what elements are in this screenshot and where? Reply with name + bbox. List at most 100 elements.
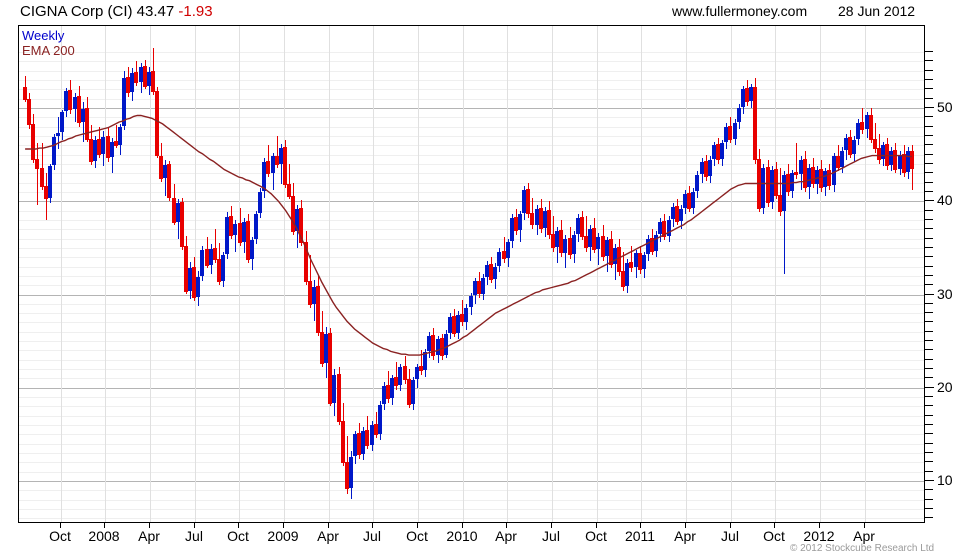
y-axis-tick (925, 415, 933, 416)
candle-body (646, 238, 650, 255)
gridline-vertical (284, 26, 285, 522)
x-axis-tick (104, 523, 105, 528)
candle-body (386, 384, 390, 399)
candle-body (221, 255, 225, 282)
candle-body (97, 138, 101, 155)
x-axis-label: Apr (317, 528, 339, 544)
x-axis-tick (640, 523, 641, 528)
gridline-minor (19, 369, 924, 370)
gridline-minor (19, 350, 924, 351)
gridline-vertical (597, 26, 598, 522)
candle-body (741, 89, 745, 108)
candle-body (431, 334, 435, 357)
candle-body (419, 366, 423, 371)
gridline-minor (19, 500, 924, 501)
gridline-minor (19, 276, 924, 277)
y-axis-tick (925, 349, 933, 350)
candle-body (700, 162, 704, 175)
candle-body (452, 315, 456, 334)
candle-body (316, 286, 320, 333)
gridline-vertical (105, 26, 106, 522)
y-axis-label: 40 (937, 192, 953, 209)
page-title: CIGNA Corp (CI) 43.47 -1.93 (20, 3, 213, 20)
x-axis-tick (551, 523, 552, 528)
candle-wick (462, 300, 463, 327)
candle-body (576, 218, 580, 234)
candle-body (778, 194, 782, 213)
y-axis-tick (925, 284, 933, 285)
candle-body (60, 111, 64, 133)
gridline-vertical (552, 26, 553, 522)
candle-wick (421, 350, 422, 375)
candle-body (68, 90, 72, 110)
gridline-minor (19, 155, 924, 156)
candle-body (489, 263, 493, 280)
candle-body (275, 155, 279, 165)
candle-body (266, 161, 270, 175)
gridline-minor (19, 248, 924, 249)
y-axis-tick (925, 107, 934, 108)
candle-body (382, 385, 386, 404)
candle-body (761, 167, 765, 208)
chart-legend: Weekly EMA 200 (22, 28, 75, 58)
candle-body (588, 229, 592, 247)
candle-body (510, 218, 514, 242)
candle-wick (623, 251, 624, 291)
candle-body (551, 233, 555, 248)
candle-body (328, 332, 332, 404)
candle-body (427, 335, 431, 352)
candle-body (81, 108, 85, 122)
y-axis-tick (925, 51, 933, 52)
candle-body (151, 70, 155, 93)
candle-body (522, 190, 526, 214)
candle-body (893, 149, 897, 170)
candle-body (312, 287, 316, 304)
y-axis-tick (925, 79, 933, 80)
gridline-vertical (507, 26, 508, 522)
candle-body (448, 316, 452, 333)
candle-body (836, 155, 840, 168)
gridline-minor (19, 61, 924, 62)
x-axis-label: 2011 (624, 528, 656, 544)
x-axis-tick (194, 523, 195, 528)
candle-body (101, 136, 105, 154)
gridline-minor (19, 518, 924, 519)
candle-body (332, 374, 336, 403)
candle-body (543, 210, 547, 229)
gridline-vertical (775, 26, 776, 522)
candle-wick (862, 108, 863, 135)
y-axis-tick (925, 144, 933, 145)
x-axis-tick (730, 523, 731, 528)
candle-body (291, 195, 295, 232)
candle-wick (553, 216, 554, 252)
candle-body (242, 221, 246, 243)
candle-body (324, 333, 328, 364)
candle-body (497, 251, 501, 266)
candle-wick (784, 171, 785, 274)
candle-wick (780, 167, 781, 217)
y-axis-tick (925, 452, 933, 453)
source-website: www.fullermoney.com (672, 3, 808, 19)
y-axis-tick (925, 517, 933, 518)
candle-body (601, 235, 605, 258)
y-axis-tick (925, 116, 933, 117)
candle-body (374, 424, 378, 436)
x-axis-label: 2008 (88, 528, 120, 544)
candle-body (683, 193, 687, 208)
gridline-minor (19, 472, 924, 473)
candle-body (745, 88, 749, 103)
candle-body (609, 239, 613, 265)
legend-interval: Weekly (22, 28, 65, 43)
x-axis-tick (685, 523, 686, 528)
candle-body (233, 223, 237, 235)
candle-body (357, 433, 361, 455)
candle-body (394, 377, 398, 386)
candle-body (563, 238, 567, 253)
candle-body (898, 154, 902, 169)
candle-body (209, 248, 213, 265)
candle-body (130, 72, 134, 93)
candle-body (634, 253, 638, 268)
candle-body (349, 456, 353, 489)
y-axis-tick (925, 499, 933, 500)
candle-body (712, 145, 716, 160)
